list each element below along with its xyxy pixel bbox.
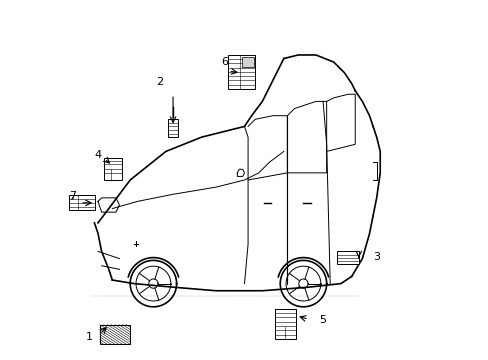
- Text: 5: 5: [319, 315, 326, 325]
- Polygon shape: [237, 169, 244, 176]
- Bar: [167, 119, 178, 137]
- Text: 1: 1: [86, 332, 93, 342]
- Bar: [242, 57, 253, 67]
- Text: 7: 7: [69, 191, 76, 201]
- Bar: [104, 158, 122, 180]
- Text: +: +: [132, 240, 139, 249]
- Text: 4: 4: [94, 150, 102, 160]
- Text: 2: 2: [156, 77, 163, 87]
- Text: 3: 3: [372, 252, 379, 262]
- Text: A: A: [71, 197, 74, 201]
- Bar: [274, 309, 295, 339]
- Bar: [228, 55, 255, 89]
- Text: 6: 6: [221, 57, 228, 67]
- Bar: [69, 195, 95, 210]
- Bar: [337, 251, 358, 264]
- Bar: [100, 325, 130, 344]
